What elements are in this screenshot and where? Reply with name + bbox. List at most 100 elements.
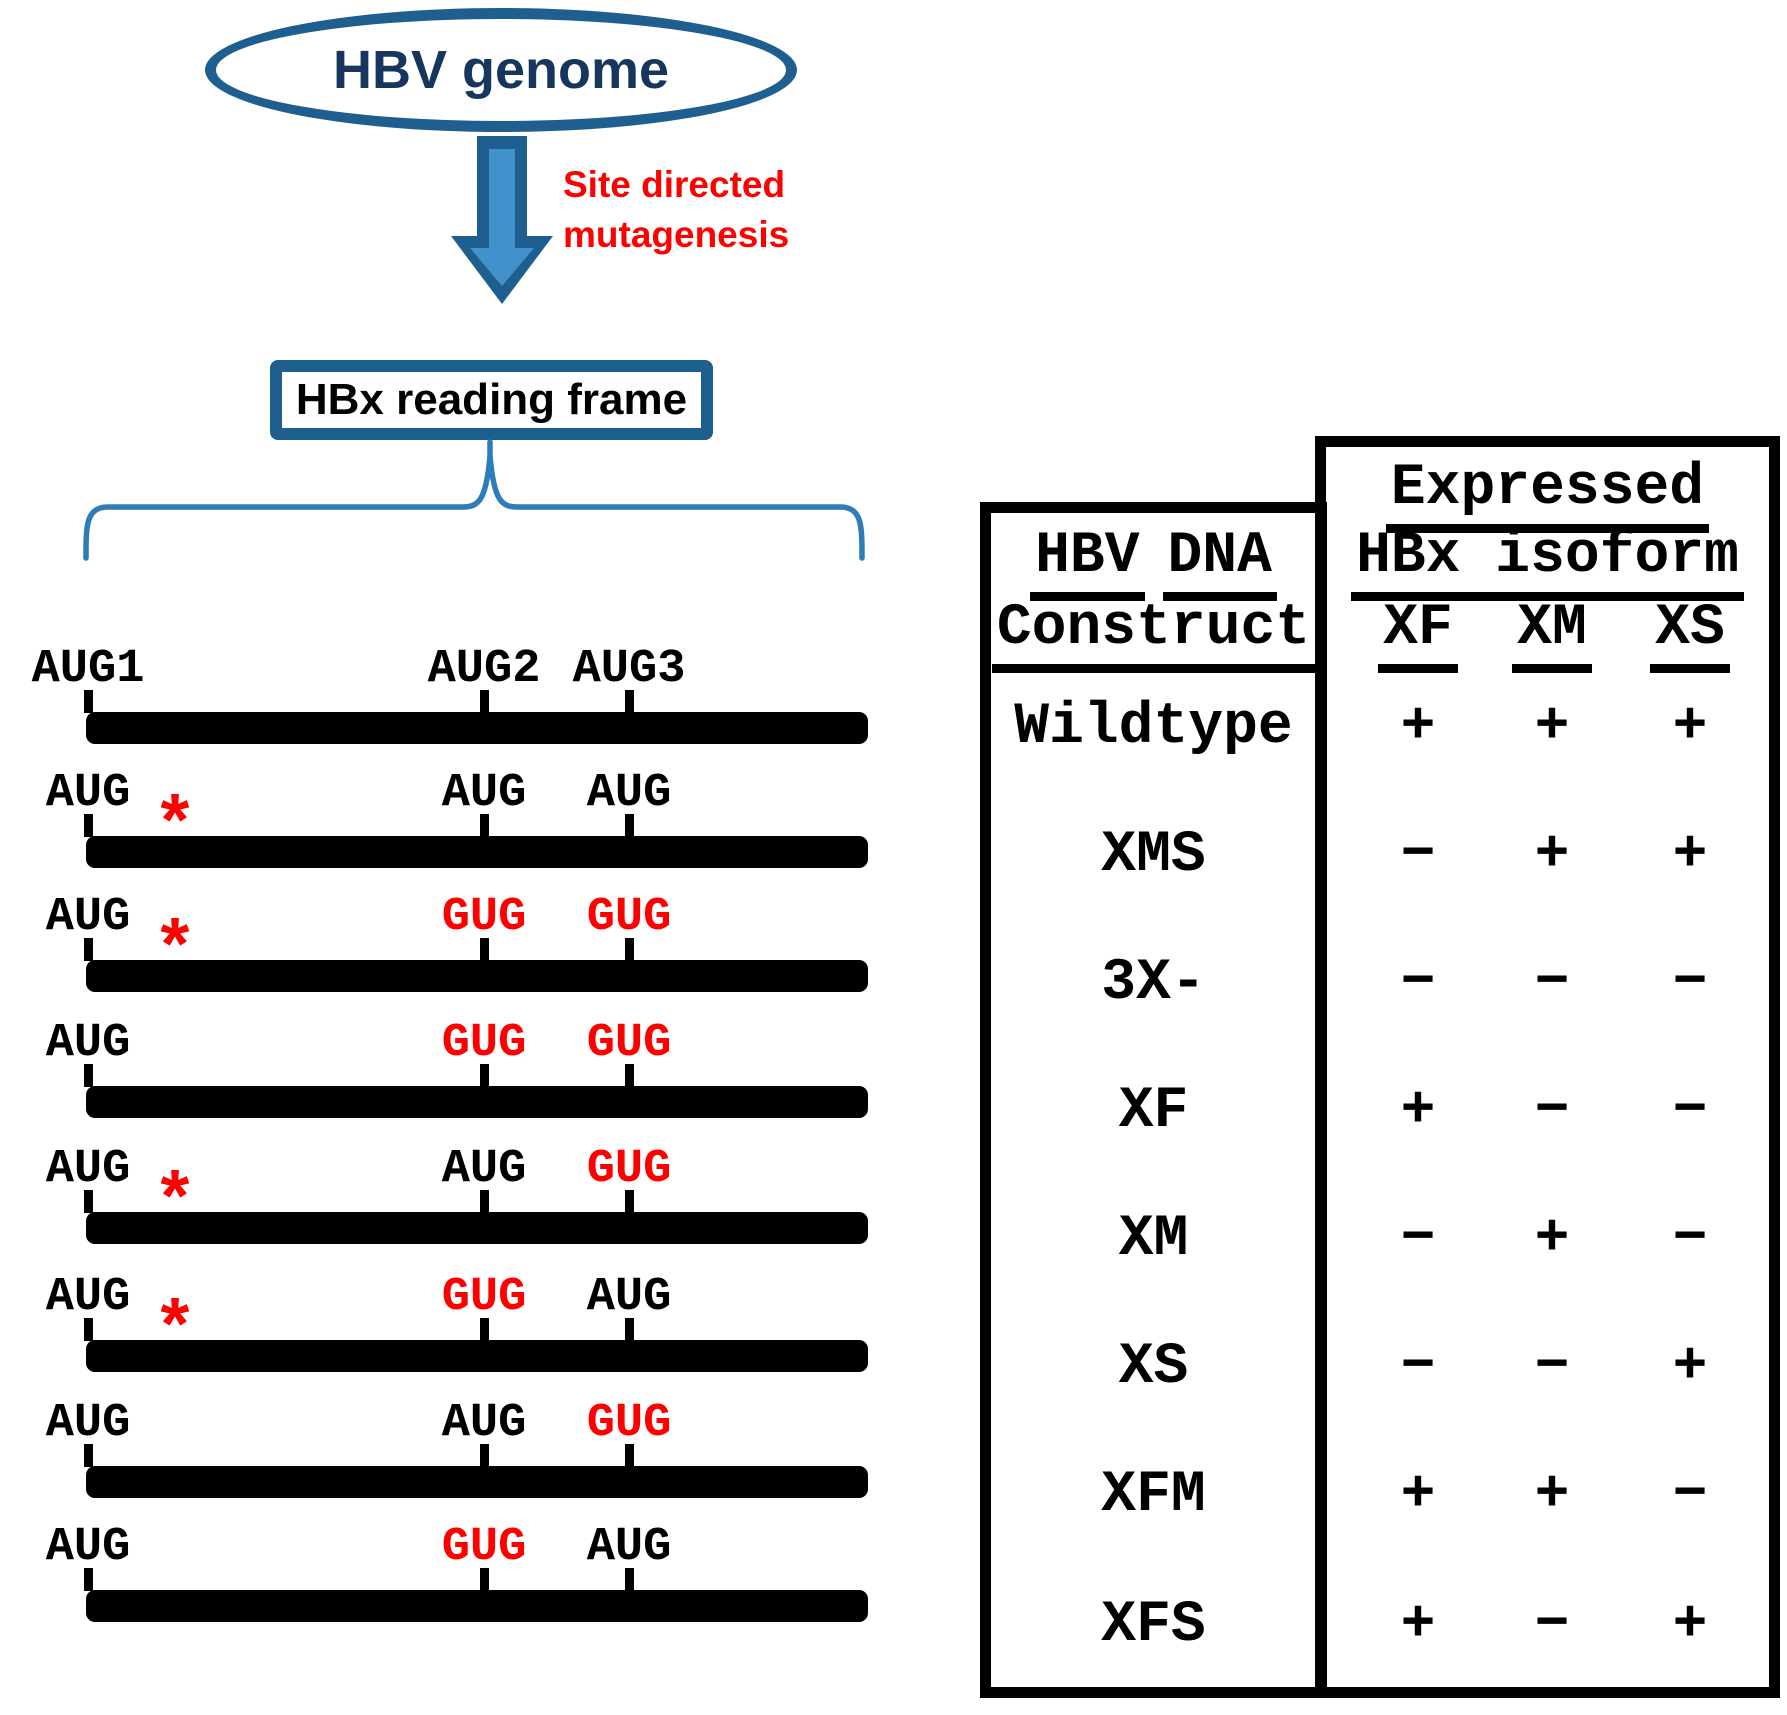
isoform-table-panel (1315, 436, 1780, 1698)
orf-bar (86, 1590, 868, 1622)
codon-tick (480, 1444, 489, 1467)
codon-label: AUG (586, 767, 672, 820)
codon-tick (480, 1190, 489, 1213)
orf-row-wildtype: AUG1 AUG2 AUG3 (0, 643, 900, 746)
hbx-reading-frame-label: HBx reading frame (295, 375, 688, 424)
codon-tick (84, 814, 93, 837)
codon-tick (84, 1064, 93, 1087)
construct-name: XFS (1101, 1593, 1206, 1658)
orf-row-xs: AUG GUG AUG * (0, 1271, 900, 1374)
isoform-value: − (1400, 951, 1436, 1016)
codon-tick (625, 938, 634, 961)
construct-name: XS (1118, 1335, 1189, 1400)
construct-name: XM (1118, 1207, 1189, 1272)
codon-label: GUG (441, 891, 527, 944)
codon-label: AUG (45, 767, 131, 820)
orf-bar (86, 1466, 868, 1498)
orf-row-xfs: AUG GUG AUG (0, 1521, 900, 1624)
codon-label: AUG (586, 1521, 672, 1574)
isoform-value: − (1672, 951, 1708, 1016)
isoform-value: + (1534, 823, 1570, 888)
codon-label: GUG (441, 1521, 527, 1574)
isoform-value: − (1534, 1079, 1570, 1144)
isoform-value: + (1672, 823, 1708, 888)
construct-header: Construct (980, 598, 1327, 673)
isoform-value: − (1672, 1207, 1708, 1272)
codon-tick (480, 938, 489, 961)
isoform-value: + (1534, 1463, 1570, 1528)
codon-tick (625, 1318, 634, 1341)
codon-label: AUG (441, 1143, 527, 1196)
orf-row-xms: AUG AUG AUG * (0, 767, 900, 870)
isoform-value: − (1534, 1593, 1570, 1658)
codon-label: AUG2 (427, 643, 541, 696)
orf-bar (86, 1340, 868, 1372)
codon-tick (84, 690, 93, 713)
orf-bar (86, 1212, 868, 1244)
hbv-genome-label: HBV genome (332, 40, 670, 100)
codon-label: AUG (441, 767, 527, 820)
codon-label: GUG (441, 1271, 527, 1324)
expressed-header: Expressed (1315, 458, 1780, 533)
codon-label: AUG (45, 1397, 131, 1450)
orf-bar (86, 712, 868, 744)
codon-tick (84, 1444, 93, 1467)
column-header-xf: XF (1353, 598, 1483, 673)
isoform-value: + (1672, 1593, 1708, 1658)
orf-row-xfm: AUG AUG GUG (0, 1397, 900, 1500)
codon-tick (625, 814, 634, 837)
reading-frame-brace (83, 439, 865, 561)
codon-label: GUG (586, 1143, 672, 1196)
construct-name: XFM (1101, 1463, 1206, 1528)
codon-label: AUG (441, 1397, 527, 1450)
orf-bar (86, 1086, 868, 1118)
isoform-value: − (1672, 1079, 1708, 1144)
isoform-value: − (1400, 823, 1436, 888)
codon-tick (625, 1568, 634, 1591)
isoform-value: − (1672, 1463, 1708, 1528)
codon-tick (84, 1318, 93, 1341)
codon-label: AUG1 (31, 643, 145, 696)
codon-label: GUG (441, 1017, 527, 1070)
construct-name: XF (1118, 1079, 1189, 1144)
codon-tick (480, 814, 489, 837)
isoform-value: − (1400, 1207, 1436, 1272)
hbx-reading-frame-box: HBx reading frame (270, 360, 713, 440)
orf-row-3x: AUG GUG GUG * (0, 891, 900, 994)
isoform-value: − (1534, 951, 1570, 1016)
codon-label: AUG (45, 1521, 131, 1574)
codon-label: GUG (586, 1397, 672, 1450)
hbv-genome-ellipse: HBV genome (205, 8, 797, 132)
hbx-isoform-header: HBx isoform (1315, 526, 1780, 601)
isoform-value: + (1400, 1463, 1436, 1528)
codon-tick (625, 1064, 634, 1087)
isoform-value: + (1400, 1079, 1436, 1144)
orf-row-xf: AUG GUG GUG (0, 1017, 900, 1120)
codon-label: AUG (45, 1271, 131, 1324)
construct-name: XMS (1101, 823, 1206, 888)
codon-label: GUG (586, 891, 672, 944)
codon-tick (625, 690, 634, 713)
isoform-value: + (1534, 695, 1570, 760)
codon-label: GUG (586, 1017, 672, 1070)
isoform-value: − (1534, 1335, 1570, 1400)
orf-bar (86, 836, 868, 868)
codon-tick (625, 1444, 634, 1467)
isoform-value: + (1400, 695, 1436, 760)
codon-label: AUG (45, 1143, 131, 1196)
codon-tick (84, 1190, 93, 1213)
codon-label: AUG (586, 1271, 672, 1324)
construct-name: 3X- (1101, 951, 1206, 1016)
isoform-value: + (1534, 1207, 1570, 1272)
codon-label: AUG (45, 891, 131, 944)
down-arrow-icon (451, 136, 553, 304)
codon-tick (625, 1190, 634, 1213)
hbv-dna-header: HBV DNA (980, 526, 1327, 601)
site-directed-mutagenesis-label: Site directed mutagenesis (563, 164, 790, 255)
isoform-value: + (1400, 1593, 1436, 1658)
column-header-xm: XM (1487, 598, 1617, 673)
codon-tick (480, 690, 489, 713)
isoform-value: − (1400, 1335, 1436, 1400)
codon-label: AUG3 (572, 643, 686, 696)
